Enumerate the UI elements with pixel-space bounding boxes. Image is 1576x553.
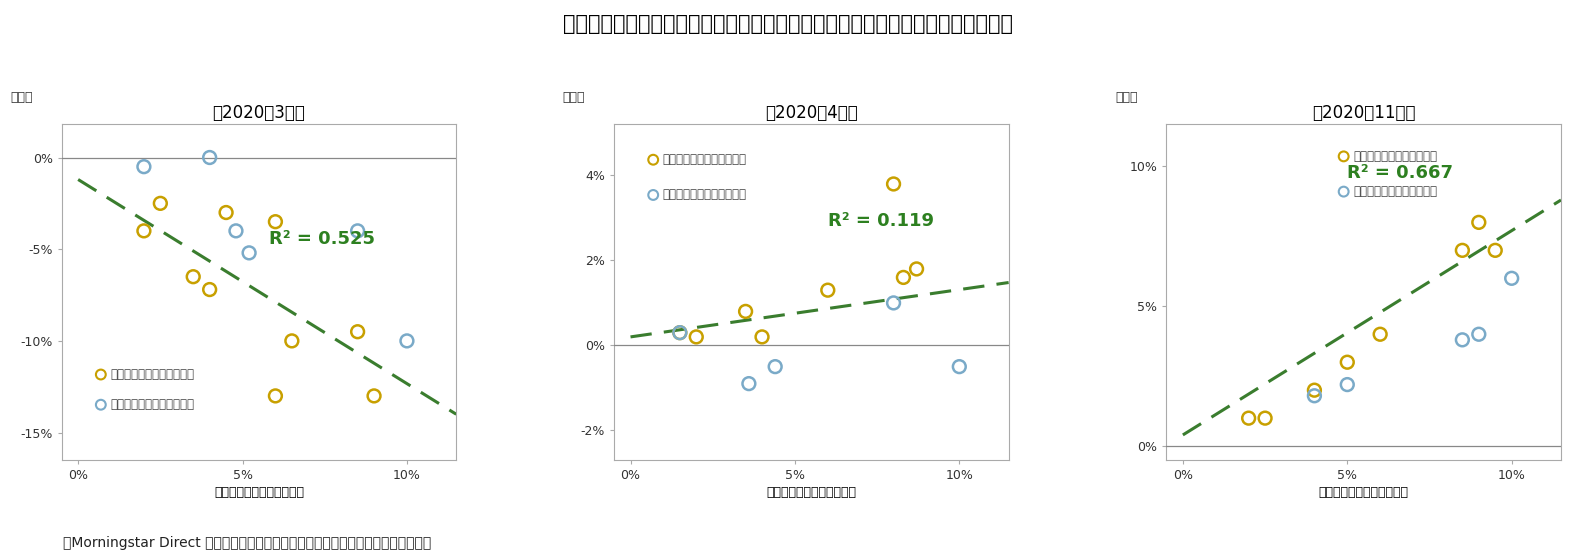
Point bbox=[197, 153, 222, 162]
Point bbox=[667, 328, 692, 337]
Point bbox=[763, 362, 788, 371]
Point bbox=[213, 208, 238, 217]
Point bbox=[263, 217, 288, 226]
Point bbox=[345, 327, 370, 336]
Point bbox=[1466, 218, 1491, 227]
Point bbox=[905, 264, 930, 273]
Point bbox=[148, 199, 173, 208]
Point bbox=[667, 328, 692, 337]
Point bbox=[1368, 330, 1393, 338]
Point bbox=[1450, 246, 1475, 255]
Point bbox=[1302, 392, 1327, 400]
Text: 収益率: 収益率 bbox=[563, 91, 585, 105]
Point bbox=[640, 155, 665, 164]
Text: 図表１：ボラティリティの目標水準と収益率の関係（高ボラティリティ回避型）: 図表１：ボラティリティの目標水準と収益率の関係（高ボラティリティ回避型） bbox=[563, 14, 1013, 34]
Point bbox=[1499, 274, 1524, 283]
Point bbox=[88, 400, 113, 409]
Text: 黄：非常ブレーキ機能なし: 黄：非常ブレーキ機能なし bbox=[1354, 150, 1437, 163]
Point bbox=[881, 299, 906, 307]
Point bbox=[1236, 414, 1261, 422]
Text: 収益率: 収益率 bbox=[11, 91, 33, 105]
Point bbox=[1253, 414, 1278, 422]
Title: 【2020年4月】: 【2020年4月】 bbox=[764, 103, 857, 122]
Point bbox=[224, 226, 249, 235]
Text: 黄：非常ブレーキ機能なし: 黄：非常ブレーキ機能なし bbox=[663, 153, 747, 166]
Title: 【2020年3月】: 【2020年3月】 bbox=[213, 103, 306, 122]
X-axis label: ボラティリティの目標水準: ボラティリティの目標水準 bbox=[766, 486, 856, 499]
Point bbox=[881, 180, 906, 189]
Text: R² = 0.667: R² = 0.667 bbox=[1347, 164, 1453, 181]
Point bbox=[1335, 380, 1360, 389]
Title: 【2020年11月】: 【2020年11月】 bbox=[1311, 103, 1415, 122]
Text: 青：非常ブレーキ機能あり: 青：非常ブレーキ機能あり bbox=[110, 398, 194, 411]
Text: （Morningstar Direct と目論見書や運用報告書等の公開情報を参考に分析・作成）: （Morningstar Direct と目論見書や運用報告書等の公開情報を参考… bbox=[63, 536, 432, 550]
Point bbox=[1466, 330, 1491, 338]
Text: R² = 0.119: R² = 0.119 bbox=[827, 212, 935, 231]
Point bbox=[181, 272, 206, 281]
Point bbox=[197, 285, 222, 294]
Point bbox=[279, 336, 304, 345]
Point bbox=[1483, 246, 1508, 255]
Text: 青：非常ブレーキ機能あり: 青：非常ブレーキ機能あり bbox=[663, 189, 747, 201]
Point bbox=[1450, 336, 1475, 345]
Point bbox=[1332, 152, 1357, 161]
Point bbox=[131, 226, 156, 235]
Point bbox=[815, 286, 840, 295]
Text: 黄：非常ブレーキ機能なし: 黄：非常ブレーキ機能なし bbox=[110, 368, 194, 381]
Point bbox=[131, 162, 156, 171]
Point bbox=[345, 226, 370, 235]
Text: 青：非常ブレーキ機能あり: 青：非常ブレーキ機能あり bbox=[1354, 185, 1437, 198]
Text: 収益率: 収益率 bbox=[1116, 91, 1138, 105]
Point bbox=[1335, 358, 1360, 367]
Point bbox=[394, 336, 419, 345]
Point bbox=[640, 191, 665, 200]
Point bbox=[947, 362, 972, 371]
Point bbox=[88, 370, 113, 379]
Point bbox=[236, 248, 262, 257]
Text: R² = 0.525: R² = 0.525 bbox=[269, 229, 375, 248]
X-axis label: ボラティリティの目標水準: ボラティリティの目標水準 bbox=[214, 486, 304, 499]
Point bbox=[736, 379, 761, 388]
Point bbox=[684, 332, 709, 341]
Point bbox=[1302, 386, 1327, 395]
Point bbox=[890, 273, 916, 282]
Point bbox=[263, 392, 288, 400]
Point bbox=[750, 332, 775, 341]
X-axis label: ボラティリティの目標水準: ボラティリティの目標水準 bbox=[1319, 486, 1409, 499]
Point bbox=[1332, 187, 1357, 196]
Point bbox=[733, 307, 758, 316]
Point bbox=[361, 392, 386, 400]
